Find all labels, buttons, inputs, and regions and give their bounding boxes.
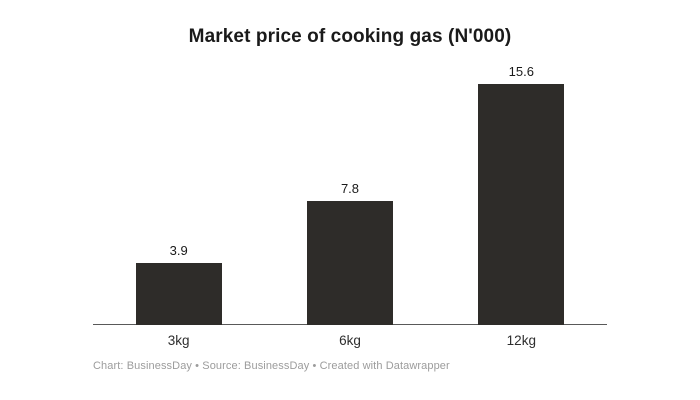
bar-group: 15.6 12kg bbox=[478, 64, 565, 348]
bar-group: 3.9 3kg bbox=[135, 65, 222, 348]
plot-area: 3.9 3kg 7.8 6kg 15.6 12kg bbox=[93, 64, 607, 348]
bar bbox=[135, 263, 222, 325]
chart-title: Market price of cooking gas (N'000) bbox=[188, 26, 512, 47]
bar bbox=[478, 84, 565, 325]
bar-group: 7.8 6kg bbox=[306, 65, 393, 348]
bar-category-label: 3kg bbox=[167, 333, 190, 348]
bar bbox=[306, 201, 393, 325]
bar-value-label: 15.6 bbox=[508, 64, 534, 79]
bar-category-label: 12kg bbox=[506, 333, 536, 348]
bar-value-label: 3.9 bbox=[169, 242, 188, 258]
bar-value-label: 7.8 bbox=[340, 180, 360, 196]
chart-footer-attribution: Chart: BusinessDay • Source: BusinessDay… bbox=[93, 360, 450, 372]
bar-category-label: 6kg bbox=[339, 333, 361, 348]
